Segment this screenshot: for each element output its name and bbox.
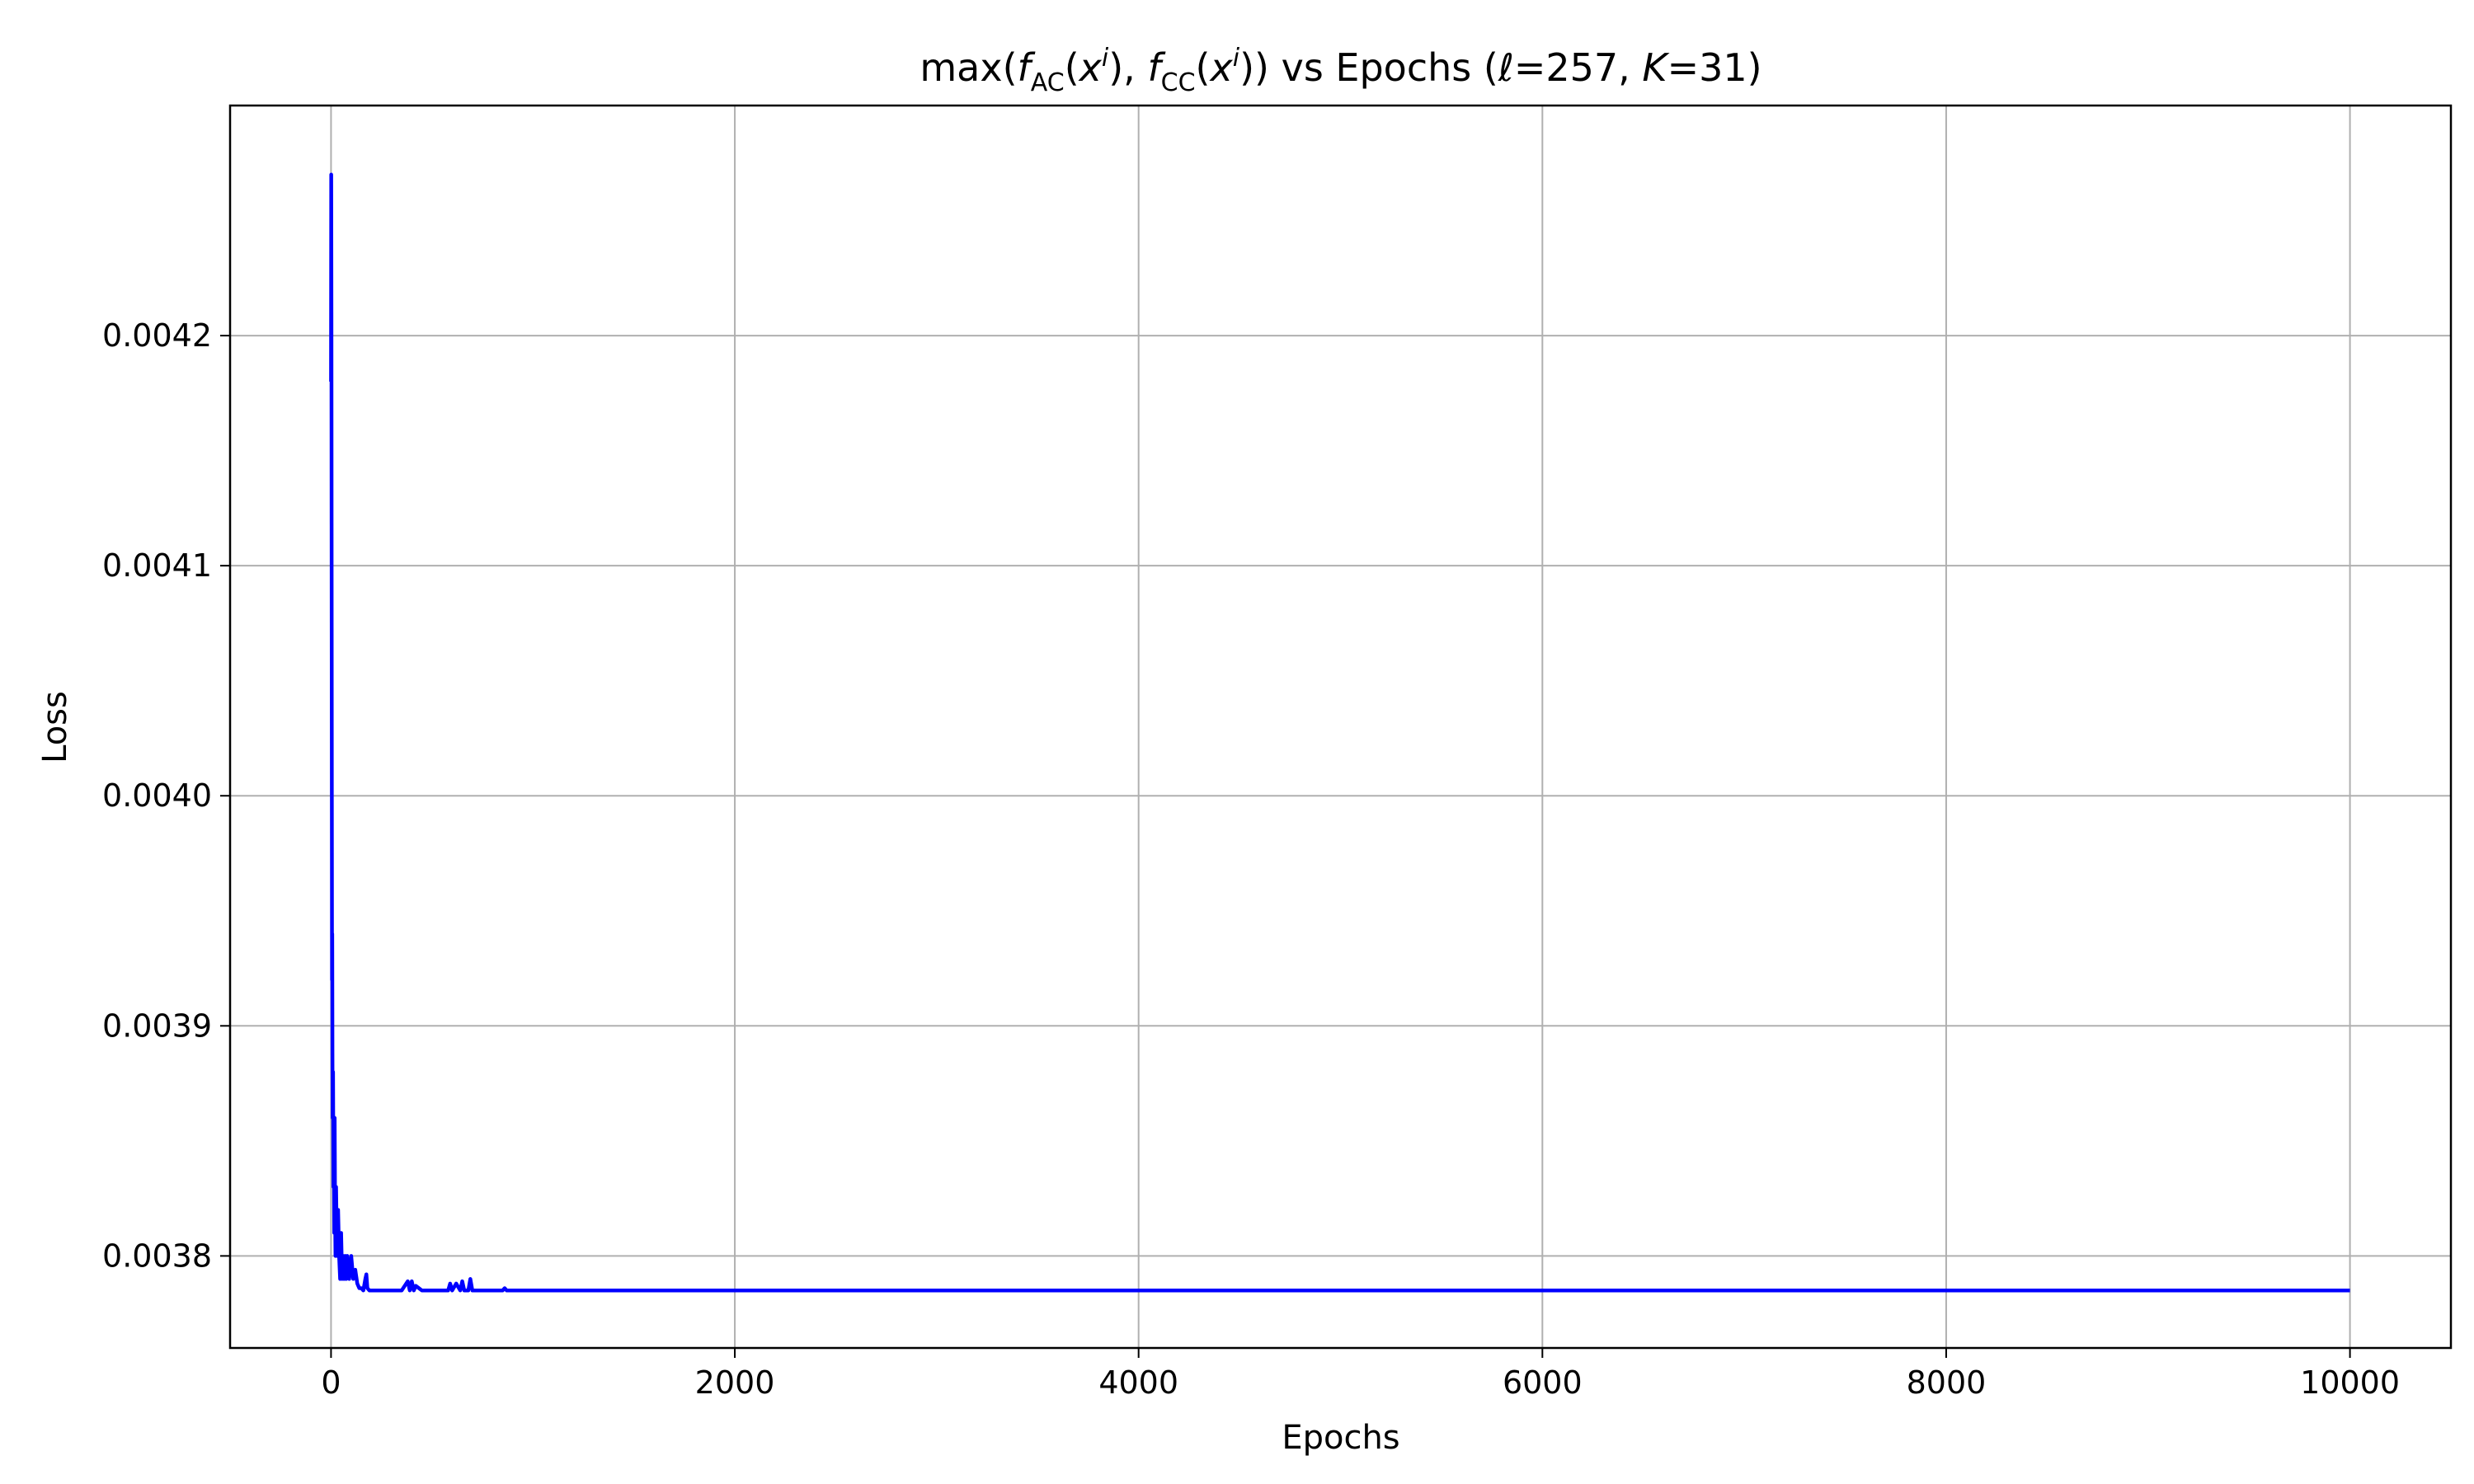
x-tick-label: 10000 bbox=[2300, 1364, 2400, 1401]
chart-title: max(fAC(xi), fCC(xi)) vs Epochs (ℓ=257, … bbox=[920, 44, 1761, 97]
series-layer bbox=[329, 172, 2350, 1293]
y-tick-label: 0.0038 bbox=[102, 1237, 212, 1274]
y-axis-label: Loss bbox=[36, 691, 74, 763]
x-tick-label: 8000 bbox=[1907, 1364, 1987, 1401]
series-line bbox=[329, 172, 2350, 1293]
x-tick-label: 0 bbox=[321, 1364, 341, 1401]
y-tick-label: 0.0040 bbox=[102, 777, 212, 814]
ticks: 0 2000 4000 6000 8000 10000 0.0038 0.0039 0.0040… bbox=[102, 317, 2400, 1401]
grid bbox=[230, 106, 2451, 1348]
plot-frame bbox=[228, 104, 2453, 1350]
x-tick-label: 2000 bbox=[695, 1364, 775, 1401]
x-axis-label: Epochs bbox=[1282, 1419, 1399, 1457]
y-tick-label: 0.0039 bbox=[102, 1007, 212, 1044]
x-tick-label: 6000 bbox=[1503, 1364, 1583, 1401]
x-tick-label: 4000 bbox=[1098, 1364, 1178, 1401]
y-tick-label: 0.0041 bbox=[102, 547, 212, 584]
y-tick-label: 0.0042 bbox=[102, 317, 212, 354]
